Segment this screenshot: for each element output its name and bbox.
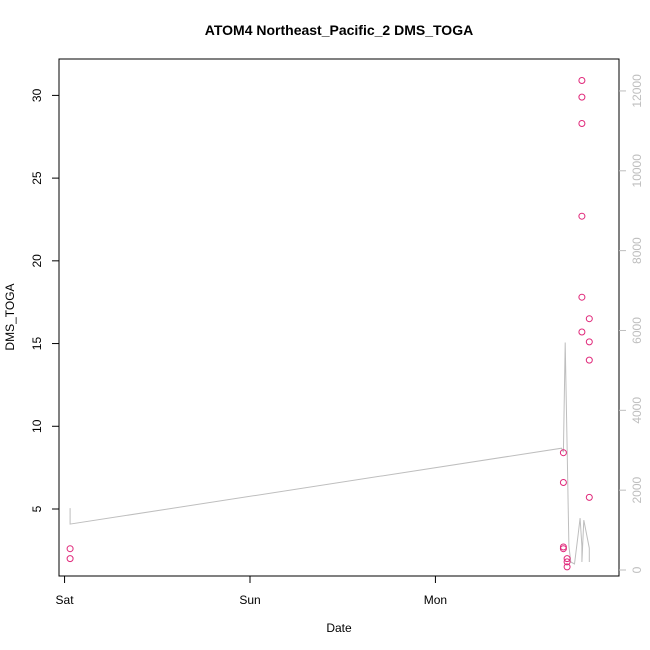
data-point: [578, 77, 586, 84]
line-series: [69, 342, 590, 565]
y-tick-label: 5: [30, 505, 44, 512]
y-right-tick-label: 6000: [630, 317, 644, 344]
y-right-tick-label: 4000: [630, 397, 644, 424]
data-point: [578, 212, 586, 220]
data-point: [585, 315, 593, 323]
y-tick-label: 25: [30, 171, 44, 185]
data-point: [563, 558, 571, 566]
right-axis-line: [69, 342, 590, 565]
y-tick-label: 10: [30, 419, 44, 433]
data-point: [578, 293, 586, 301]
y-right-tick-label: 10000: [630, 154, 644, 188]
data-point: [559, 479, 567, 486]
data-point: [66, 555, 74, 563]
data-point: [563, 555, 571, 563]
chart-title: ATOM4 Northeast_Pacific_2 DMS_TOGA: [205, 22, 473, 38]
data-point: [559, 449, 567, 457]
y-tick-label: 15: [30, 337, 44, 351]
data-point: [578, 120, 586, 127]
plot-frame: [58, 58, 620, 577]
point-series: [66, 77, 593, 571]
data-point: [66, 545, 74, 553]
y-tick-label: 30: [30, 88, 44, 102]
data-point: [585, 338, 593, 346]
y-axis-left: 5 10 15 20 25 30: [30, 88, 59, 512]
y-right-tick-label: 2000: [630, 476, 644, 503]
y-right-tick-label: 0: [630, 566, 644, 573]
y-right-tick-label: 12000: [630, 74, 644, 108]
data-point: [578, 93, 586, 101]
x-tick-label: Sat: [56, 593, 75, 607]
data-point: [563, 563, 571, 571]
x-axis: Sat Sun Mon: [56, 576, 447, 607]
data-point: [585, 493, 593, 501]
x-axis-label: Date: [326, 621, 352, 635]
y-tick-label: 20: [30, 254, 44, 268]
y-axis-right: 0 2000 4000 6000 8000 10000 12000: [619, 74, 644, 573]
x-tick-label: Sun: [239, 593, 260, 607]
data-point: [585, 356, 593, 364]
y-right-tick-label: 8000: [630, 237, 644, 264]
x-tick-label: Mon: [424, 593, 447, 607]
y-axis-label: DMS_TOGA: [3, 283, 17, 350]
data-point: [559, 545, 567, 553]
data-point: [578, 328, 586, 336]
